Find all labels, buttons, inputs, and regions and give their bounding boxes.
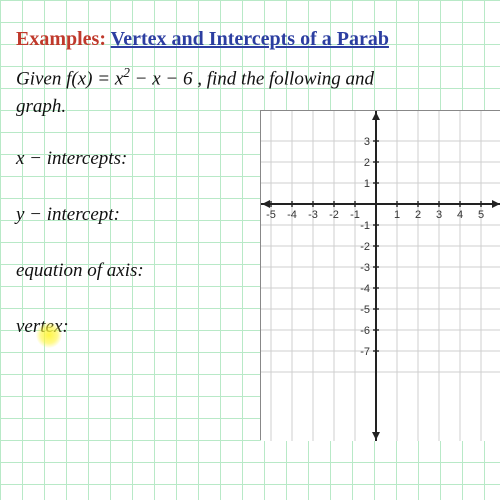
svg-text:1: 1 [364,178,370,190]
svg-text:-7: -7 [360,346,370,358]
title-subtitle: Vertex and Intercepts of a Parab [111,28,389,50]
svg-text:-3: -3 [308,209,318,221]
svg-text:2: 2 [364,157,370,169]
given-prefix: Given [16,68,66,89]
coordinate-plane: -5 -4 -3 -2 -1 1 2 3 4 5 -7 -6 -5 -4 -3 -2 -1 1 2 3 [260,110,500,440]
svg-text:-2: -2 [360,241,370,253]
item-vertex-wrap: vertex: [16,316,69,338]
given-rest: − x − 6 , [130,68,202,89]
given-line: Given f(x) = x2 − x − 6 , find the follo… [16,65,500,90]
title-examples: Examples: [16,28,106,50]
svg-text:-1: -1 [360,220,370,232]
svg-text:2: 2 [415,209,421,221]
svg-text:3: 3 [364,136,370,148]
svg-text:-5: -5 [266,209,276,221]
given-exp: 2 [123,65,130,80]
svg-text:-6: -6 [360,325,370,337]
svg-text:-4: -4 [287,209,297,221]
plot-svg: -5 -4 -3 -2 -1 1 2 3 4 5 -7 -6 -5 -4 -3 -2 -1 1 2 3 [261,111,500,441]
svg-text:-1: -1 [350,209,360,221]
title-line: Examples: Vertex and Intercepts of a Par… [16,28,500,51]
svg-text:-2: -2 [329,209,339,221]
svg-text:-3: -3 [360,262,370,274]
svg-text:-4: -4 [360,283,370,295]
svg-text:5: 5 [478,209,484,221]
given-func: f(x) = x [66,68,123,89]
svg-text:1: 1 [394,209,400,221]
item-vertex: vertex: [16,316,69,337]
given-tail: find the following and [202,68,374,89]
svg-text:-5: -5 [360,304,370,316]
svg-text:3: 3 [436,209,442,221]
svg-text:4: 4 [457,209,463,221]
